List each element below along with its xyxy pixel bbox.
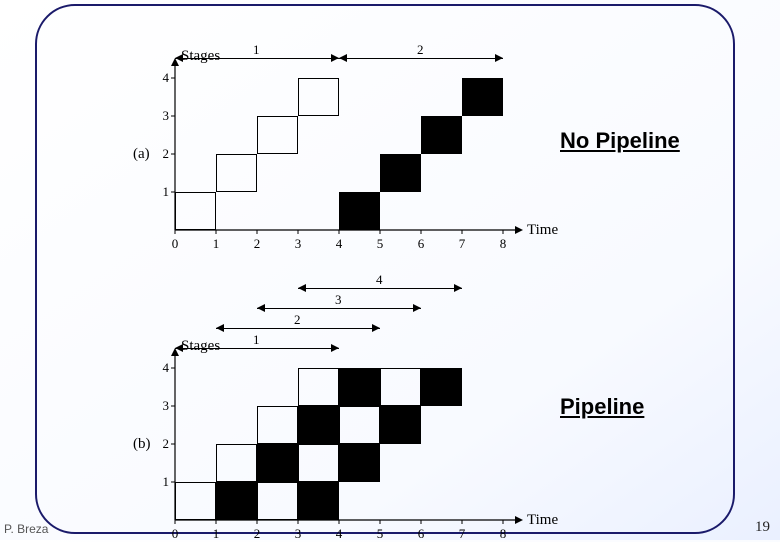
span-arrow [175,348,339,349]
span-label: 3 [335,292,342,308]
footer-author: P. Breza [4,522,48,536]
filled-cell [339,368,380,406]
arrow-right-icon [413,304,421,312]
caption-pipeline: Pipeline [560,394,644,420]
axes [0,0,780,540]
caption-no-pipeline: No Pipeline [560,128,680,154]
filled-cell [421,368,462,406]
y-tick-label: 4 [149,360,169,376]
span-arrow [298,288,462,289]
arrow-right-icon [372,324,380,332]
span-label: 4 [376,272,383,288]
hollow-cell [380,368,421,406]
arrow-left-icon [175,344,183,352]
y-tick-label: 1 [149,474,169,490]
hollow-cell [175,482,216,520]
y-tick-label: 3 [149,398,169,414]
filled-cell [298,482,339,520]
hollow-cell [257,482,298,520]
hollow-cell [298,368,339,406]
hollow-cell [216,444,257,482]
filled-cell [339,444,380,482]
span-arrow [216,328,380,329]
filled-cell [298,406,339,444]
hollow-cell [257,406,298,444]
span-label: 1 [253,332,260,348]
y-axis-label: Stages [181,338,220,355]
arrow-right-icon [454,284,462,292]
hollow-cell [298,444,339,482]
arrow-left-icon [257,304,265,312]
arrow-left-icon [298,284,306,292]
x-axis-label: Time [527,512,558,529]
filled-cell [216,482,257,520]
arrow-left-icon [216,324,224,332]
panel-label: (b) [133,436,151,453]
span-label: 2 [294,312,301,328]
filled-cell [257,444,298,482]
arrow-right-icon [331,344,339,352]
span-arrow [257,308,421,309]
page-number: 19 [755,519,770,536]
y-tick-label: 2 [149,436,169,452]
hollow-cell [339,406,380,444]
filled-cell [380,406,421,444]
